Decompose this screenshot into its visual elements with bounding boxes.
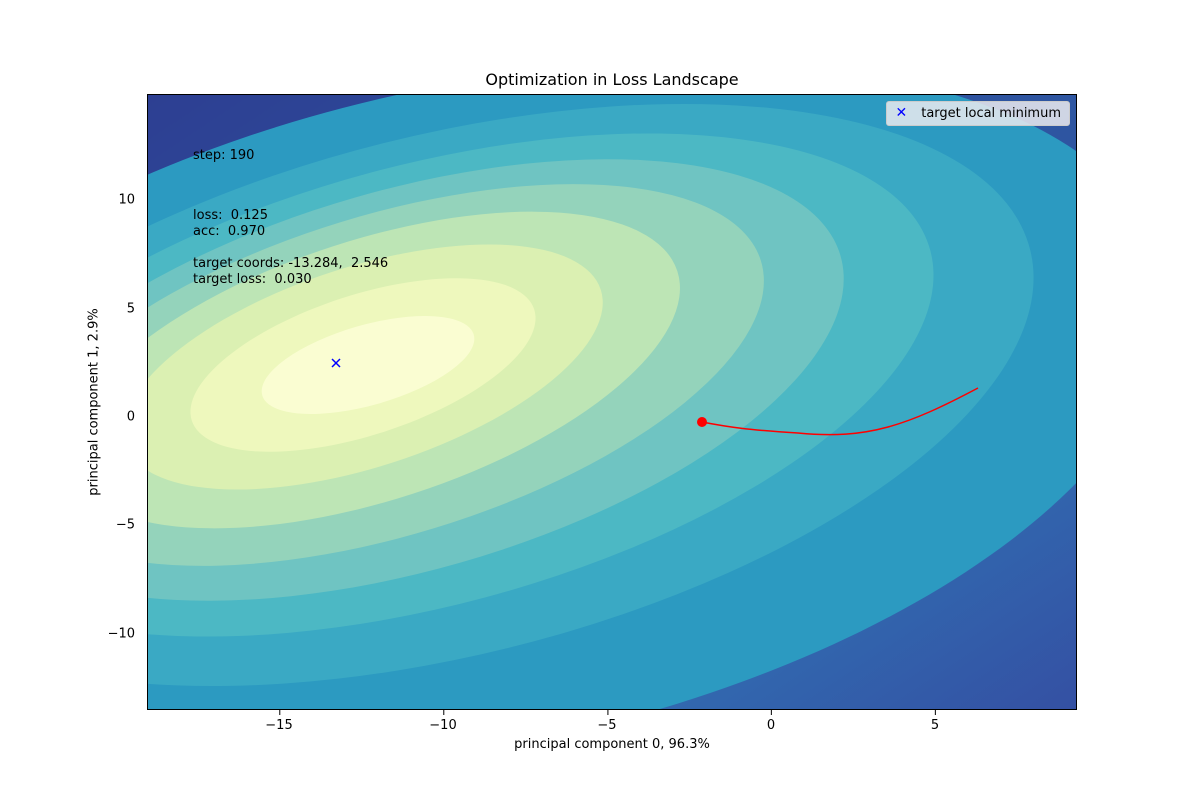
target-loss-annotation: target loss: 0.030 bbox=[193, 272, 312, 287]
x-axis-label: principal component 0, 96.3% bbox=[514, 737, 710, 752]
x-tick: −10 bbox=[429, 710, 457, 733]
chart-title: Optimization in Loss Landscape bbox=[485, 70, 739, 89]
trajectory-line bbox=[701, 387, 979, 436]
x-tick: −15 bbox=[265, 710, 293, 733]
current-position-marker bbox=[697, 417, 707, 427]
legend: ✕ target local minimum bbox=[886, 101, 1070, 126]
x-tick: 0 bbox=[766, 710, 776, 733]
plot-area: step: 190 loss: 0.125 acc: 0.970 target … bbox=[147, 94, 1077, 710]
step-annotation: step: 190 bbox=[193, 148, 255, 163]
y-tick: 10 bbox=[118, 192, 135, 208]
x-marker-icon: ✕ bbox=[895, 105, 908, 121]
target-minimum-marker bbox=[331, 358, 341, 368]
y-tick: 5 bbox=[126, 301, 135, 317]
y-axis-label: principal component 1, 2.9% bbox=[86, 308, 102, 496]
x-tick: −5 bbox=[597, 710, 617, 733]
x-tick: 5 bbox=[930, 710, 940, 733]
contour-landscape bbox=[148, 95, 1076, 709]
y-tick: −5 bbox=[115, 517, 135, 533]
accuracy-annotation: acc: 0.970 bbox=[193, 224, 266, 239]
target-coords-annotation: target coords: -13.284, 2.546 bbox=[193, 256, 389, 271]
y-tick: −10 bbox=[107, 626, 135, 642]
loss-annotation: loss: 0.125 bbox=[193, 208, 268, 223]
y-tick: 0 bbox=[126, 409, 135, 425]
legend-label: target local minimum bbox=[921, 105, 1061, 121]
